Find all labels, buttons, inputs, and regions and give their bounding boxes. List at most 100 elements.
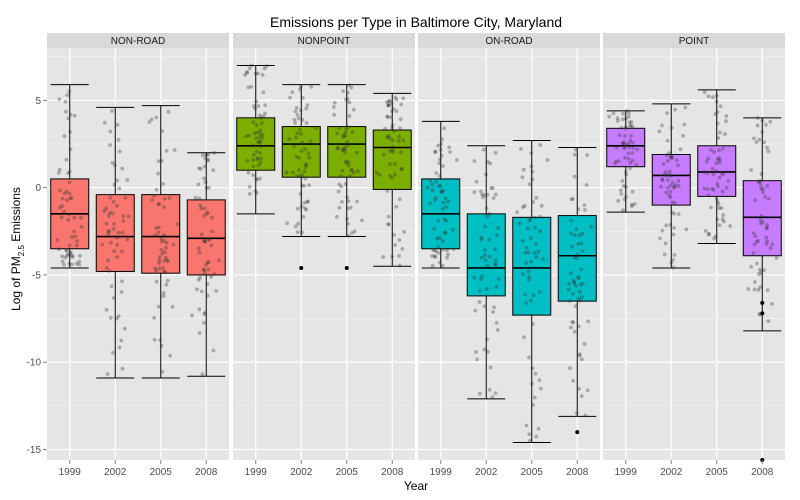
jitter-point [533,215,537,220]
jitter-point [119,338,124,343]
jitter-point [350,130,355,135]
jitter-point [154,268,159,273]
jitter-point [206,260,211,265]
jitter-point [106,232,111,236]
jitter-point [396,139,401,143]
jitter-point [299,149,304,153]
jitter-point [430,182,434,187]
jitter-point [721,146,725,151]
jitter-point [66,252,71,257]
jitter-point [710,186,714,191]
jitter-point [159,236,164,241]
jitter-point [205,260,210,265]
jitter-point [762,140,766,145]
jitter-point [254,99,259,104]
jitter-point [251,164,256,169]
jitter-point [147,120,152,125]
jitter-point [622,197,627,202]
jitter-point [386,222,391,227]
box-point-1999 [606,109,646,213]
jitter-point [205,293,210,298]
jitter-point [116,314,121,318]
jitter-point [258,131,263,136]
jitter-point [77,259,82,264]
jitter-point [768,246,773,250]
jitter-point [678,147,683,152]
jitter-point [249,84,254,89]
jitter-point [616,159,621,163]
jitter-point [629,133,634,138]
jitter-point [162,239,167,243]
jitter-point [759,270,763,275]
jitter-points [425,126,459,268]
jitter-point [482,253,487,258]
jitter-point [374,170,379,175]
jitter-point [485,192,490,197]
outlier-point [299,265,304,270]
jitter-point [298,87,302,92]
jitter-point [74,243,79,248]
jitter-point [630,140,635,145]
jitter-point [671,232,676,237]
jitter-point [569,218,574,223]
jitter-point [77,262,82,267]
jitter-point [347,100,352,105]
jitter-point [440,263,445,268]
jitter-point [298,108,303,113]
jitter-point [580,249,585,253]
jitter-point [577,353,582,358]
jitter-point [117,345,122,350]
jitter-point [56,170,61,175]
jitter-point [759,221,764,226]
jitter-point [246,85,251,90]
jitter-point [154,115,159,120]
jitter-point [309,84,314,89]
jitter-point [709,147,713,152]
jitter-point [668,183,673,188]
jitter-point [576,275,581,279]
jitter-point [765,184,770,188]
box-iqr [186,199,226,276]
jitter-point [434,195,438,200]
jitter-point [346,160,351,165]
jitter-point [304,106,309,111]
jitter-point [117,149,122,154]
box-iqr [557,215,597,302]
box-iqr [651,153,691,206]
jitter-point [580,231,585,236]
jitter-point [391,106,396,111]
jitter-point [624,142,628,147]
jitter-point [351,107,356,112]
jitter-point [430,253,434,258]
jitter-point [705,187,710,192]
jitter-point [251,173,256,178]
jitter-point [583,413,588,418]
jitter-point [433,255,438,259]
facet-point: POINT [603,33,785,462]
jitter-point [440,137,444,142]
jitter-point [388,162,392,167]
box-iqr [466,213,506,297]
jitter-point [111,211,115,216]
jitter-point [256,104,261,108]
jitter-point [568,325,573,330]
jitter-point [297,174,302,179]
jitter-point [161,294,166,299]
jitter-point [671,265,676,270]
jitter-point [164,255,168,260]
jitter-point [390,109,394,114]
jitter-point [126,214,131,219]
jitter-point [348,205,353,210]
jitter-point [259,116,263,120]
jitter-point [345,143,350,148]
jitter-point [668,169,672,174]
jitter-point [433,149,438,154]
jitter-point [479,237,484,242]
jitter-point [387,173,392,178]
jitter-point [718,104,723,109]
jitter-point [162,205,166,210]
jitter-point [108,315,113,320]
jitter-point [247,133,251,138]
jitter-point [660,178,665,183]
jitter-point [706,94,711,99]
